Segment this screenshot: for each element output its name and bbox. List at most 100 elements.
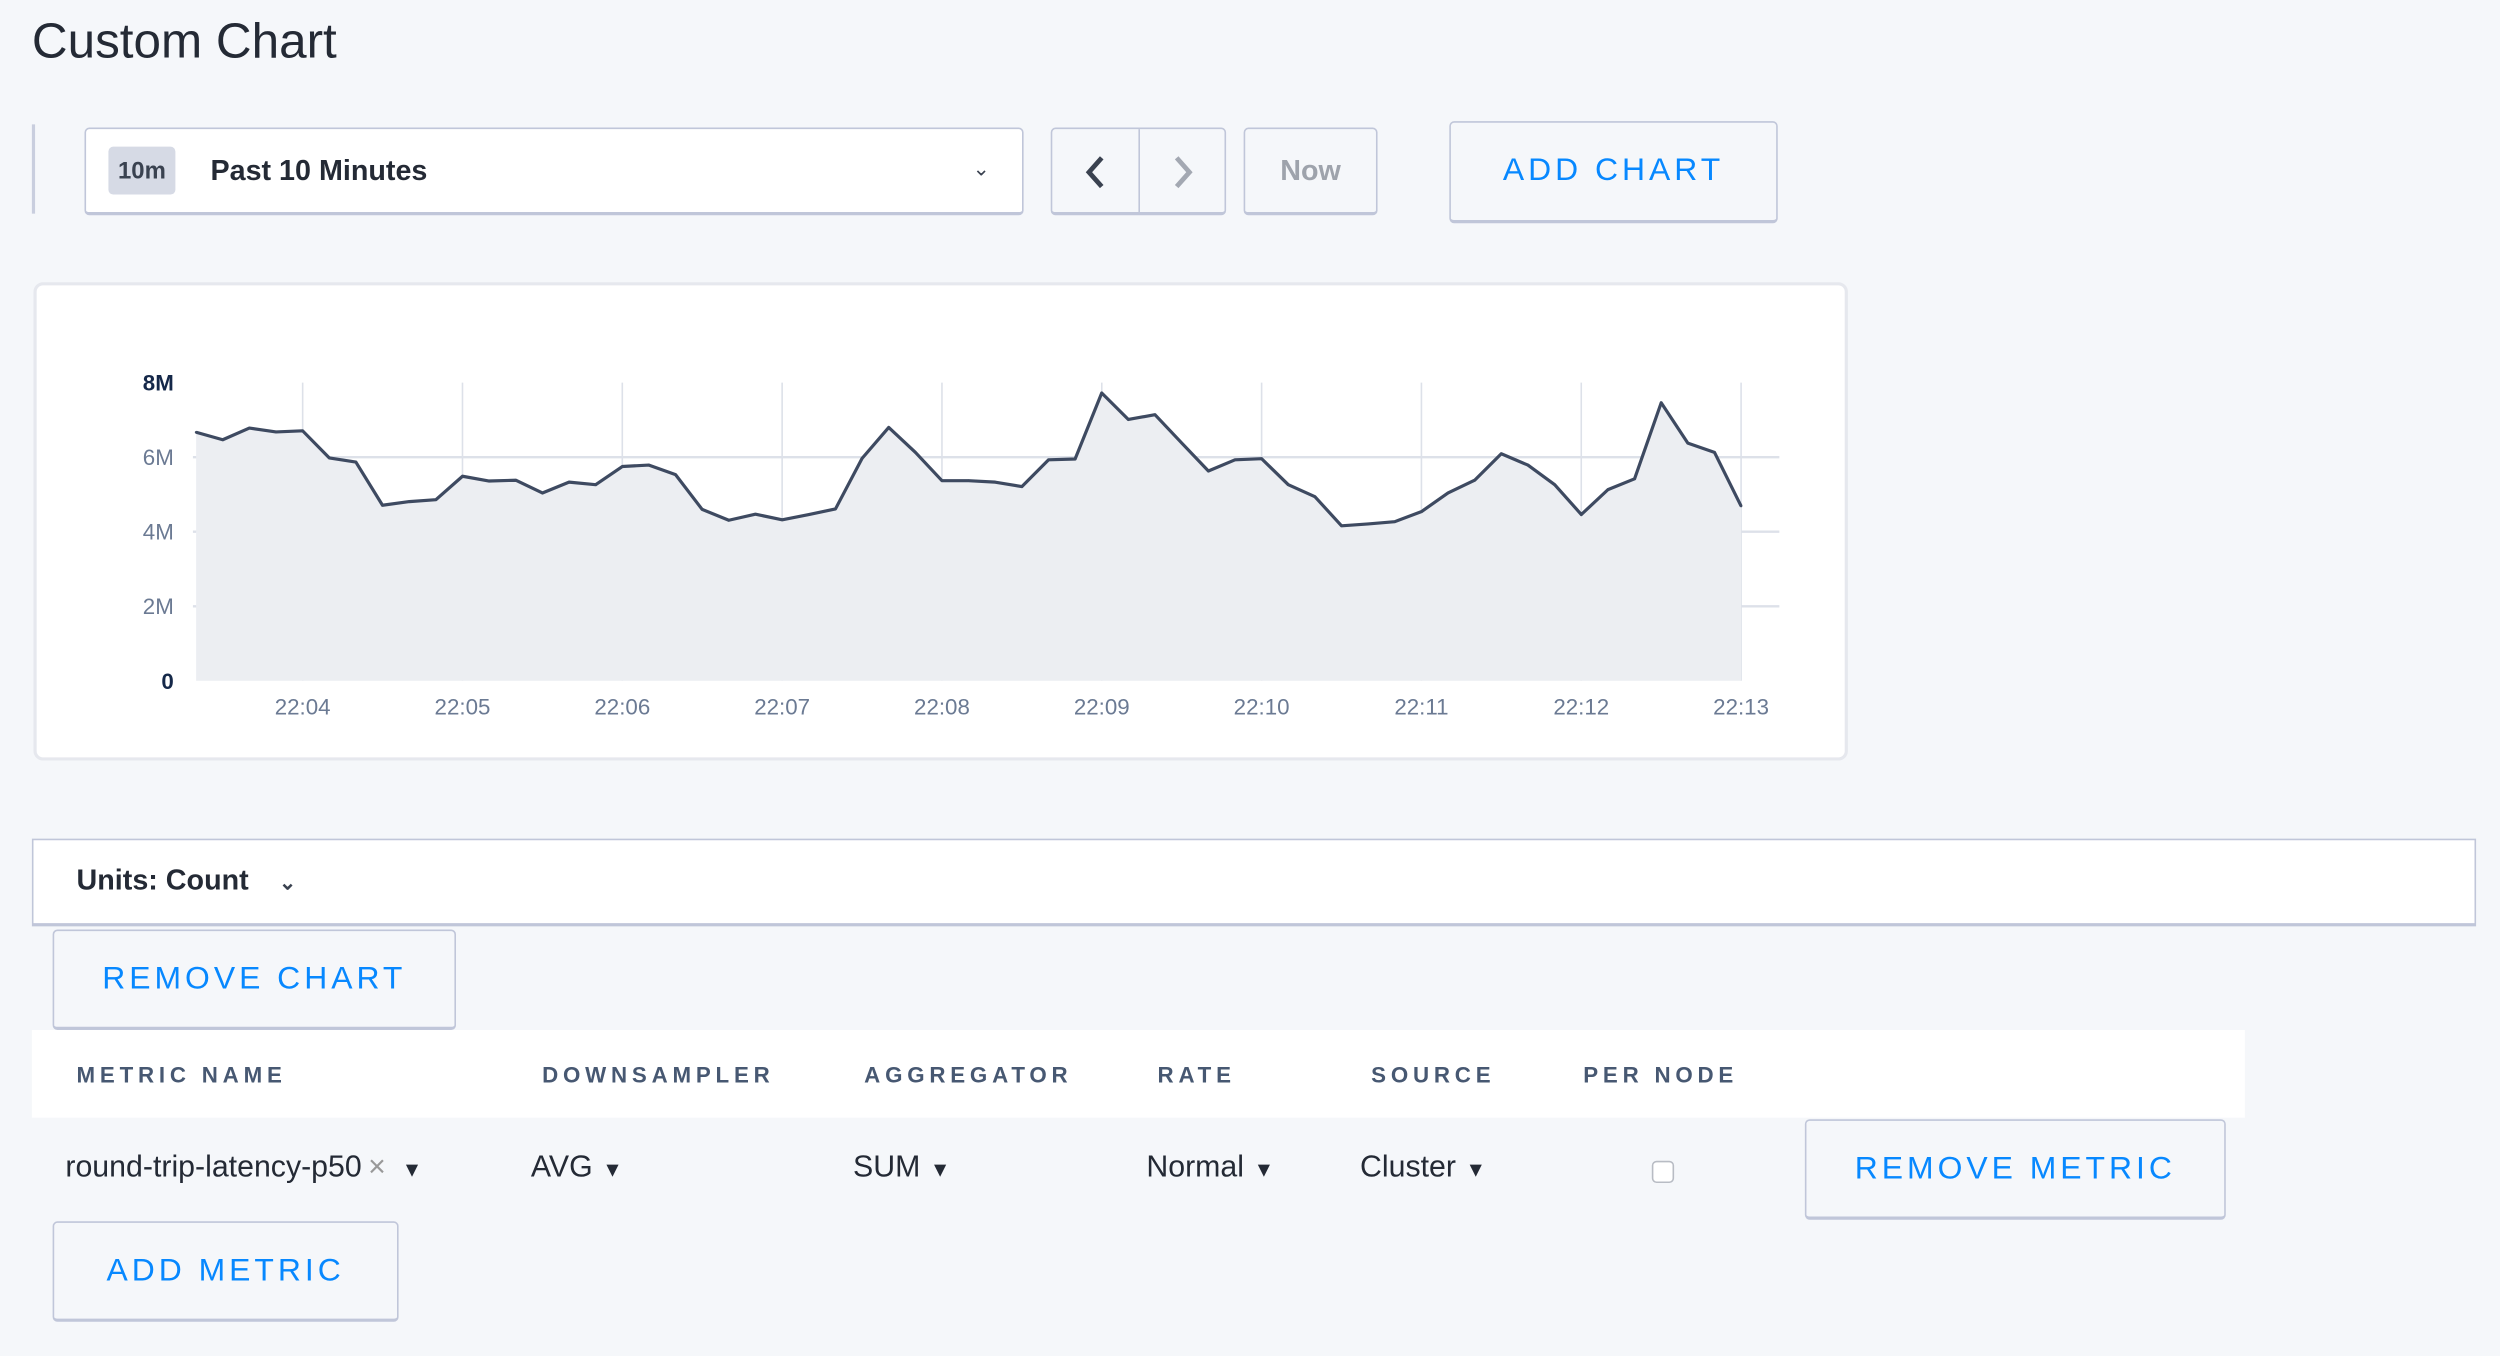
divider bbox=[1138, 129, 1140, 214]
rate-value: Normal bbox=[1146, 1151, 1245, 1185]
chart-card: 0 2M 4M 6M 8M 22:04 22:05 22:06 22:07 22:08 22:09 2… bbox=[33, 282, 1848, 761]
data-point bbox=[1500, 452, 1503, 456]
remove-metric-button[interactable]: REMOVE METRIC bbox=[1804, 1119, 2226, 1220]
data-point bbox=[807, 513, 811, 516]
data-point bbox=[381, 503, 384, 507]
chevron-left-icon bbox=[1085, 155, 1104, 188]
data-point bbox=[354, 460, 358, 464]
data-point bbox=[1127, 418, 1130, 421]
chevron-down-icon: ⌄ bbox=[972, 156, 990, 181]
y-tick-label: 4M bbox=[143, 520, 174, 545]
time-nav-group bbox=[1050, 127, 1227, 216]
now-button[interactable]: Now bbox=[1243, 127, 1378, 216]
aggregator-value: SUM bbox=[853, 1151, 921, 1185]
line-chart: 0 2M 4M 6M 8M 22:04 22:05 22:06 22:07 22:08 22:09 2… bbox=[143, 371, 1780, 719]
data-point bbox=[647, 463, 651, 467]
data-point bbox=[1260, 457, 1263, 460]
data-point bbox=[248, 426, 251, 430]
per-node-checkbox[interactable] bbox=[1651, 1160, 1675, 1184]
data-point bbox=[1366, 522, 1370, 526]
downsampler-value: AVG bbox=[530, 1151, 593, 1185]
data-point bbox=[1420, 510, 1423, 513]
previous-button[interactable] bbox=[1052, 129, 1138, 214]
data-point bbox=[1100, 391, 1104, 395]
data-point bbox=[914, 451, 917, 454]
source-value: Cluster bbox=[1360, 1151, 1456, 1185]
metric-name-select[interactable]: round-trip-latency-p50 × ▼ bbox=[65, 1151, 422, 1186]
data-point bbox=[1579, 513, 1583, 516]
units-label: Units: Count bbox=[76, 864, 249, 897]
data-point bbox=[993, 480, 997, 484]
data-point bbox=[1233, 458, 1237, 462]
data-point bbox=[1606, 488, 1610, 491]
clear-icon[interactable]: × bbox=[368, 1151, 386, 1185]
add-chart-button[interactable]: ADD CHART bbox=[1449, 121, 1778, 224]
data-point bbox=[1393, 520, 1397, 523]
data-point bbox=[1020, 485, 1024, 488]
header-downsampler: DOWNSAMPLER bbox=[542, 1061, 775, 1088]
data-point bbox=[1633, 477, 1636, 481]
data-point bbox=[700, 508, 704, 511]
x-tick-label: 22:05 bbox=[435, 694, 491, 719]
data-point bbox=[834, 507, 837, 511]
aggregator-select[interactable]: SUM ▼ bbox=[853, 1151, 950, 1186]
source-select[interactable]: Cluster ▼ bbox=[1360, 1151, 1486, 1186]
data-point bbox=[1713, 451, 1716, 454]
caret-down-icon: ▼ bbox=[1253, 1157, 1275, 1182]
data-point bbox=[1153, 413, 1157, 416]
time-range-label: Past 10 Minutes bbox=[210, 154, 428, 187]
downsampler-select[interactable]: AVG ▼ bbox=[531, 1151, 623, 1186]
data-point bbox=[461, 474, 464, 478]
add-metric-button[interactable]: ADD METRIC bbox=[52, 1221, 399, 1322]
data-point bbox=[1286, 483, 1290, 487]
data-point bbox=[1180, 441, 1183, 445]
data-point bbox=[328, 456, 331, 460]
data-point bbox=[594, 483, 597, 487]
data-point bbox=[674, 473, 677, 476]
x-tick-label: 22:08 bbox=[914, 694, 970, 719]
caret-down-icon: ▼ bbox=[929, 1157, 951, 1182]
data-point bbox=[541, 491, 544, 495]
data-point bbox=[1553, 483, 1556, 487]
data-point bbox=[1526, 463, 1530, 467]
time-range-badge: 10m bbox=[108, 146, 176, 195]
y-tick-label: 8M bbox=[143, 371, 174, 396]
data-point bbox=[407, 500, 411, 503]
data-point bbox=[434, 498, 438, 501]
data-point bbox=[1686, 441, 1690, 445]
data-point bbox=[567, 480, 571, 484]
time-range-dropdown[interactable]: 10m Past 10 Minutes ⌄ bbox=[84, 127, 1024, 216]
data-point bbox=[1313, 495, 1317, 498]
metric-name-value: round-trip-latency-p50 bbox=[65, 1151, 362, 1185]
remove-chart-button[interactable]: REMOVE CHART bbox=[52, 929, 456, 1030]
rate-select[interactable]: Normal ▼ bbox=[1146, 1151, 1274, 1186]
data-point bbox=[940, 479, 944, 482]
data-point bbox=[1047, 458, 1050, 462]
data-point bbox=[754, 512, 757, 516]
data-point bbox=[487, 479, 491, 483]
data-point bbox=[514, 479, 518, 482]
units-bar: Units: Count ⌄ bbox=[31, 838, 2477, 927]
y-tick-label: 6M bbox=[143, 445, 174, 470]
x-tick-label: 22:10 bbox=[1234, 694, 1290, 719]
chevron-down-icon: ⌄ bbox=[279, 870, 297, 895]
data-point bbox=[860, 457, 864, 460]
header-metric-name: METRIC NAME bbox=[76, 1061, 287, 1088]
units-dropdown[interactable]: Units: Count ⌄ bbox=[77, 864, 297, 897]
x-tick-label: 22:12 bbox=[1553, 694, 1609, 719]
x-tick-label: 22:07 bbox=[754, 694, 810, 719]
data-point bbox=[1446, 491, 1450, 495]
data-point bbox=[1207, 469, 1210, 473]
divider bbox=[31, 124, 36, 214]
chevron-right-icon bbox=[1174, 155, 1192, 188]
data-point bbox=[221, 438, 225, 441]
data-point bbox=[1659, 401, 1663, 405]
series-area bbox=[196, 393, 1742, 681]
header-source: SOURCE bbox=[1371, 1061, 1496, 1088]
x-tick-label: 22:04 bbox=[275, 694, 331, 719]
data-point bbox=[274, 430, 278, 434]
x-tick-label: 22:06 bbox=[594, 694, 650, 719]
data-point bbox=[194, 430, 198, 434]
next-button[interactable] bbox=[1140, 129, 1225, 214]
x-tick-label: 22:09 bbox=[1074, 694, 1130, 719]
